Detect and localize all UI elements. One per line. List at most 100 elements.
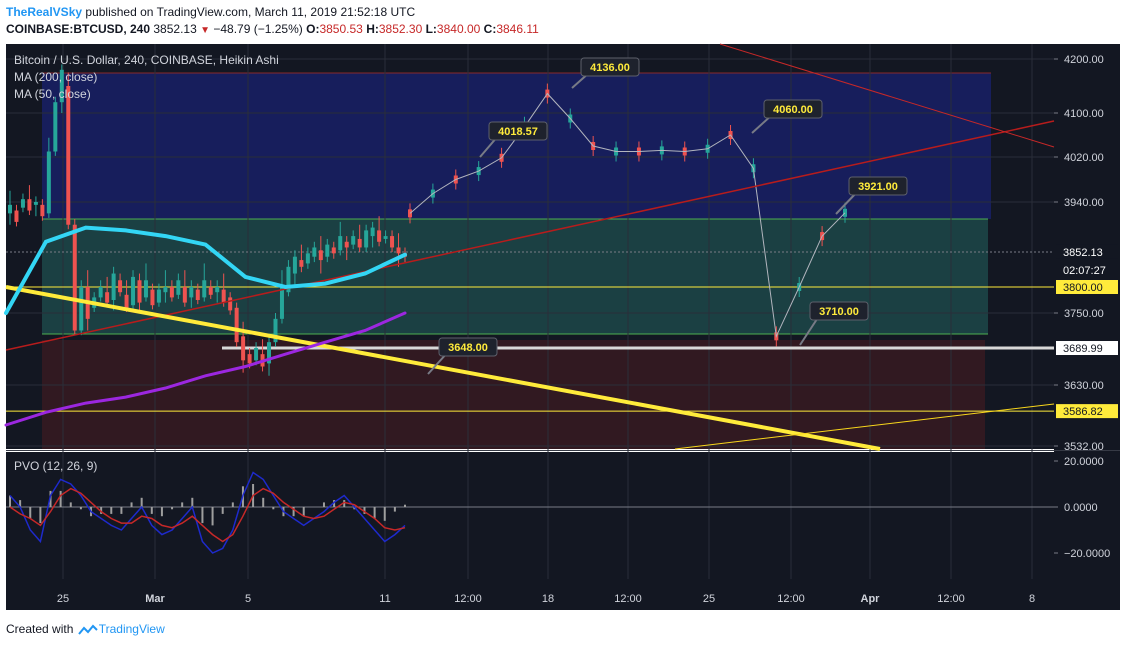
candle-body (390, 236, 395, 248)
price-label: 3800.00 (1063, 282, 1103, 294)
price-label-bg (1056, 244, 1118, 259)
time-tick-label: 18 (542, 593, 554, 605)
time-tick-label: 5 (245, 593, 251, 605)
price-label: 02:07:27 (1063, 265, 1106, 277)
candle-body (98, 287, 103, 298)
pvo-hist-bar (262, 497, 265, 507)
pvo-indicator: 20.0000 0.0000 −20.0000 (6, 456, 1110, 560)
pvo-line (9, 471, 406, 554)
pvo-hist-bar (9, 495, 11, 507)
symbol-label: COINBASE:BTCUSD, 240 (6, 22, 151, 36)
open-label: O: (306, 22, 320, 36)
candle-body (325, 244, 330, 257)
price-annotations: 4136.00 4018.57 4060.00 3921.00 3710.00 3648.… (427, 57, 908, 375)
projection-line (409, 92, 846, 339)
pvo-hist-bar (69, 502, 72, 507)
candle-body (364, 230, 369, 248)
candle-body (53, 102, 58, 152)
time-tick-label: 12:00 (454, 593, 482, 605)
time-tick-label: 12:00 (937, 593, 965, 605)
red-downtrend-line[interactable] (719, 43, 1055, 148)
candle-body (27, 199, 32, 211)
pvo-hist-bar (100, 507, 103, 514)
time-tick-label: 12:00 (777, 593, 805, 605)
high-label: H: (366, 22, 379, 36)
pvo-hist-bar (343, 500, 346, 507)
price-axis-bg[interactable] (1054, 44, 1120, 610)
callout-box (809, 301, 869, 321)
candle-body (72, 224, 77, 331)
yellow-uptrend-line[interactable] (674, 403, 1055, 450)
low-value: 3840.00 (436, 22, 481, 36)
candle-body (377, 230, 382, 242)
price-label: 3689.99 (1063, 343, 1103, 355)
red-uptrend-line[interactable] (5, 120, 1055, 351)
publish-line: TheRealVSky published on TradingView.com… (6, 5, 415, 19)
candle-body (286, 266, 291, 293)
tradingview-brand[interactable]: TradingView (98, 622, 165, 636)
candle-body (305, 253, 310, 264)
tradingview-logo-icon (77, 624, 98, 635)
time-tick-label: Apr (861, 593, 881, 605)
candle-body (267, 342, 272, 364)
candle-body (273, 318, 278, 343)
pvo-hist-bar (160, 507, 163, 517)
candle-body (208, 287, 213, 295)
candle-body (143, 280, 148, 298)
candle-body (234, 307, 239, 343)
close-label: C: (483, 22, 497, 36)
pvo-hist-bar (231, 502, 234, 507)
candle-body (299, 260, 304, 267)
candle-body (182, 287, 187, 303)
callout-box (488, 121, 548, 141)
pvo-hist-bar (322, 502, 325, 507)
pvo-hist-bar (404, 504, 406, 507)
callout-label: 3710.00 (819, 306, 859, 318)
candle-body (124, 294, 129, 308)
candle-body (118, 280, 123, 293)
pvo-hist-bar (221, 507, 224, 514)
pvo-hist-bar (181, 502, 184, 507)
callout-label: 3921.00 (858, 181, 898, 193)
candle-body (383, 236, 388, 239)
price-tick-label: 3750.00 (1064, 308, 1104, 320)
support-zone (42, 340, 985, 449)
pvo-hist-bar (211, 507, 214, 526)
candle-body (20, 199, 25, 208)
callout-box (763, 99, 823, 119)
candles (8, 64, 407, 376)
candle-body (279, 287, 284, 319)
author-link[interactable]: TheRealVSky (6, 5, 83, 19)
time-tick-label: 8 (1029, 593, 1035, 605)
yellow-downtrend-line[interactable] (5, 285, 881, 451)
candle-body (202, 280, 207, 298)
candle-body (46, 151, 51, 214)
open-value: 3850.53 (319, 22, 363, 36)
pvo-tick-label: 0.0000 (1064, 502, 1098, 514)
pvo-signal-line (9, 487, 406, 543)
projection-candle-body (843, 208, 847, 217)
candle-body (131, 276, 136, 306)
candle-body (331, 247, 336, 254)
price-tick-label: 3630.00 (1064, 380, 1104, 392)
price-label-bg (1056, 263, 1118, 277)
pvo-hist-bar (191, 497, 194, 507)
time-axis-bg[interactable] (6, 579, 1054, 610)
candle-body (357, 238, 362, 248)
down-arrow-icon: ▼ (200, 25, 211, 36)
candle-body (14, 210, 19, 222)
pvo-hist-bar (353, 507, 356, 510)
candle-body (105, 292, 110, 303)
candle-body (338, 236, 343, 251)
legend-ma50: MA (50, close) (14, 87, 91, 101)
pvo-hist-bar (130, 502, 133, 507)
callout-box (580, 57, 640, 77)
callout-box (848, 176, 908, 196)
callout-box (438, 337, 498, 357)
horizontal-levels (6, 251, 1054, 412)
resistance-zone (42, 73, 991, 219)
candle-body (254, 348, 259, 361)
pvo-pane[interactable] (6, 452, 1054, 579)
